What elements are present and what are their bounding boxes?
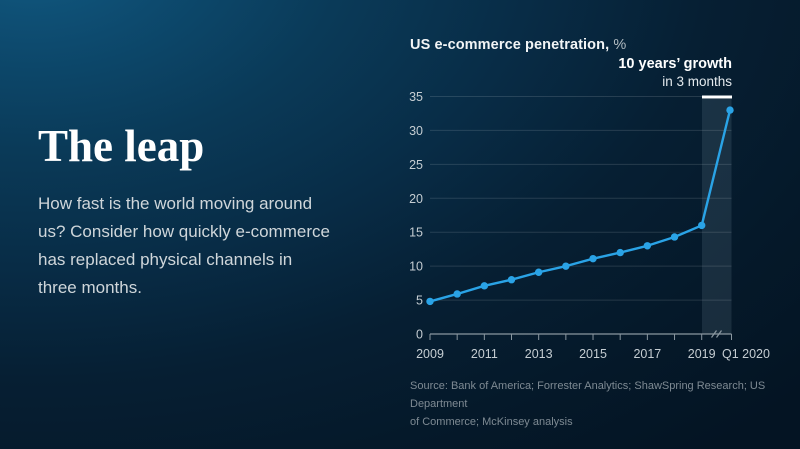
highlight-band	[702, 99, 732, 334]
data-point	[643, 242, 652, 250]
data-point	[562, 262, 570, 270]
y-tick-label: 35	[409, 90, 423, 104]
x-tick-label: 2013	[525, 347, 553, 361]
data-point	[534, 268, 543, 276]
chart-unit-label: %	[613, 37, 627, 53]
y-tick-label: 25	[409, 158, 423, 172]
y-tick-label: 10	[409, 260, 423, 274]
slide-description: How fast is the world moving around us? …	[38, 194, 330, 297]
x-tick-label: 2015	[579, 347, 607, 361]
y-tick-label: 5	[416, 294, 423, 308]
data-point	[698, 221, 706, 230]
chart-title: US e-commerce penetration, %	[410, 37, 626, 53]
data-point	[726, 106, 734, 114]
y-tick-label: 20	[409, 192, 423, 206]
data-point	[616, 248, 624, 257]
data-point	[507, 276, 516, 284]
page-title: The leap	[38, 121, 205, 171]
axis-break-mark	[711, 330, 717, 338]
data-point	[426, 297, 434, 306]
data-point	[589, 254, 597, 263]
data-point	[670, 233, 679, 241]
x-tick-label: Q1 2020	[722, 347, 770, 361]
y-tick-label: 0	[416, 328, 423, 342]
data-point	[453, 290, 461, 298]
y-tick-label: 15	[409, 226, 423, 240]
annotation-line1: 10 years’ growth	[618, 56, 732, 72]
chart-title-text: US e-commerce penetration,	[410, 37, 610, 53]
y-tick-label: 30	[409, 124, 423, 138]
line-chart: 0 5 10 15 20 25 30 35 2009 2011 2013 2015 2017 2019 Q1…	[409, 90, 770, 361]
x-tick-label: 2009	[416, 347, 444, 361]
annotation-bar	[702, 95, 732, 99]
axis-break-mark	[716, 330, 722, 338]
x-tick-label: 2017	[633, 347, 661, 361]
x-tick-label: 2011	[471, 347, 498, 361]
data-line	[429, 109, 732, 303]
annotation-line2: in 3 months	[662, 73, 732, 89]
x-tick-label: 2019	[688, 347, 716, 361]
source-note: Source: Bank of America; Forrester Analy…	[410, 380, 766, 428]
data-point	[480, 282, 489, 290]
growth-annotation: 10 years’ growth in 3 months	[618, 56, 732, 90]
